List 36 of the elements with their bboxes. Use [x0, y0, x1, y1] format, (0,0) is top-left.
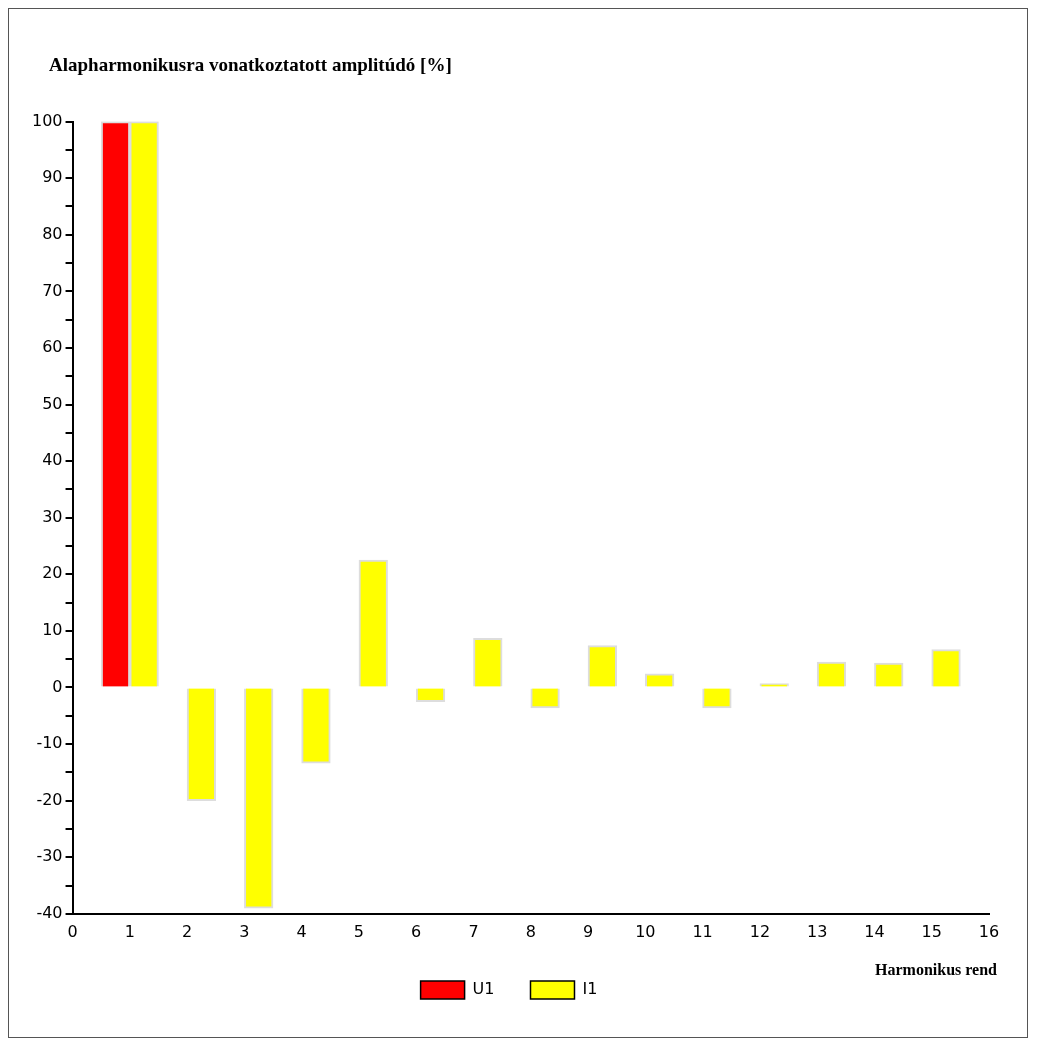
x-tick-label: 6	[411, 921, 422, 941]
x-tick-label: 8	[525, 921, 536, 941]
y-tick-label: 90	[42, 167, 63, 187]
x-tick-label: 11	[692, 921, 713, 941]
x-tick-label: 7	[468, 921, 479, 941]
x-tick-label: 13	[806, 921, 828, 941]
y-tick-label: 20	[42, 563, 63, 583]
y-tick-label: 50	[42, 393, 63, 413]
x-tick-label: 4	[296, 921, 307, 941]
x-tick-label: 14	[864, 921, 885, 941]
x-tick-label: 10	[635, 921, 656, 941]
y-tick-label: -30	[36, 846, 63, 866]
y-tick-label: 70	[42, 280, 63, 300]
y-tick-label: -40	[36, 902, 63, 922]
y-tick-label: 60	[42, 337, 63, 357]
y-tick-label: 30	[42, 506, 63, 526]
x-tick-label: 9	[582, 921, 594, 941]
y-tick-label: 100	[31, 110, 63, 130]
x-tick-label: 1	[124, 921, 135, 941]
y-tick-label: 40	[42, 450, 63, 470]
y-tick-label: -20	[36, 789, 63, 809]
x-tick-label: 5	[353, 921, 365, 941]
x-tick-label: 0	[67, 921, 78, 941]
y-tick-label: 10	[42, 620, 63, 640]
x-tick-label: 12	[749, 921, 771, 941]
x-tick-label: 15	[921, 921, 942, 941]
y-tick-label: 80	[42, 223, 63, 243]
x-tick-label: 2	[182, 921, 193, 941]
y-tick-label: -10	[36, 733, 63, 753]
legend-label: U1	[472, 979, 495, 999]
x-axis-title: Harmonikus rend	[875, 961, 997, 979]
x-tick-label: 16	[978, 921, 1000, 941]
y-tick-label: 0	[52, 676, 63, 696]
x-tick-label: 3	[239, 921, 250, 941]
chart-title: Alapharmonikusra vonatkoztatott amplitúdó [%]	[49, 54, 452, 76]
legend-label: I1	[582, 979, 598, 999]
